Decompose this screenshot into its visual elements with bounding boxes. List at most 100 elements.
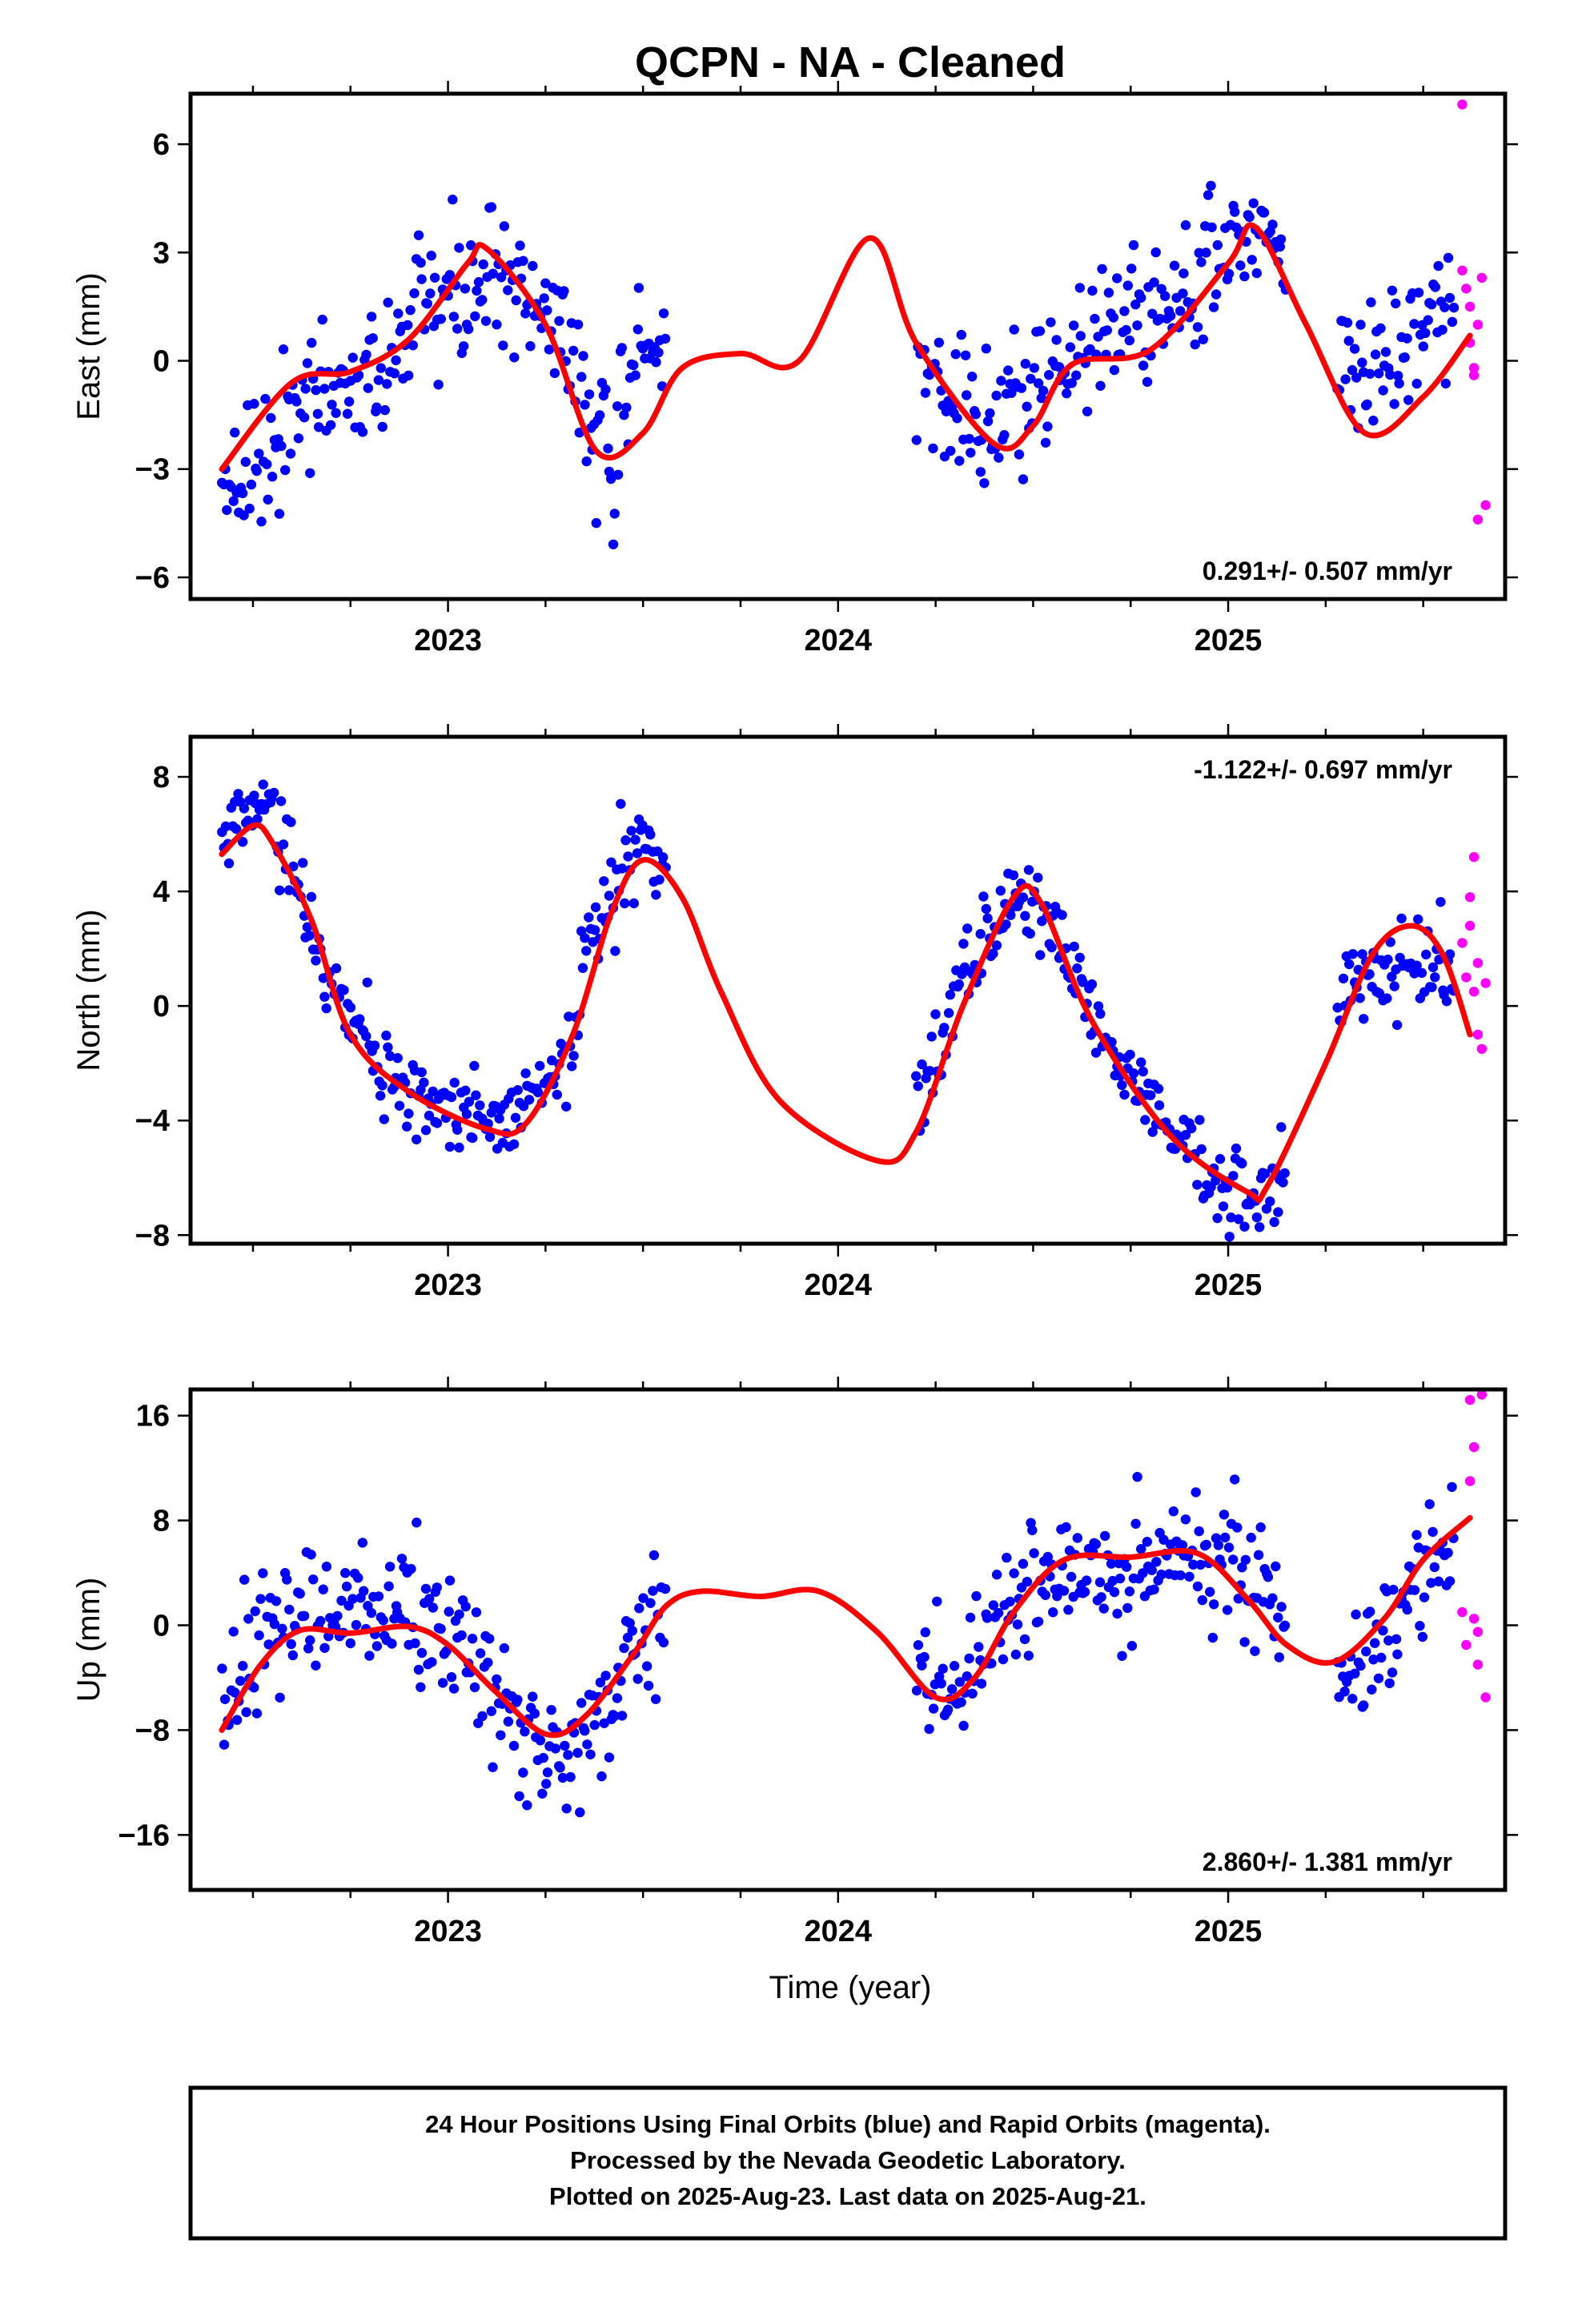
up-final-point <box>427 1657 437 1667</box>
up-final-point <box>406 1563 416 1574</box>
up-final-point <box>645 1598 656 1608</box>
up-final-point <box>1019 1634 1030 1645</box>
up-final-point <box>1106 1558 1117 1569</box>
east-final-point <box>967 372 978 382</box>
up-final-point <box>1197 1594 1208 1606</box>
north-final-point <box>1035 950 1046 960</box>
up-final-point <box>1415 1621 1425 1631</box>
east-final-point <box>1437 324 1447 335</box>
up-final-point <box>364 1651 375 1661</box>
up-final-point <box>319 1642 330 1653</box>
east-final-point <box>408 340 418 351</box>
up-final-point <box>460 1601 471 1612</box>
north-final-point <box>404 1108 414 1119</box>
east-final-point <box>1378 385 1388 396</box>
north-final-point <box>982 913 993 923</box>
up-final-point <box>413 1664 424 1675</box>
up-final-point <box>1378 1625 1388 1636</box>
up-final-point <box>444 1606 454 1617</box>
up-final-point <box>1121 1562 1132 1572</box>
up-final-point <box>557 1772 568 1783</box>
north-rapid-point <box>1464 920 1476 931</box>
east-rapid-point <box>1461 283 1472 294</box>
up-final-point <box>1100 1530 1110 1542</box>
east-final-point <box>946 445 956 456</box>
up-final-point <box>1191 1487 1201 1498</box>
up-final-point <box>219 1694 231 1704</box>
east-final-point <box>472 285 482 296</box>
up-final-point <box>432 1582 442 1593</box>
east-final-point <box>633 283 644 293</box>
east-y-tick-label: 0 <box>153 345 170 379</box>
north-final-point <box>1259 1168 1271 1179</box>
up-final-point <box>920 1627 931 1638</box>
north-final-point <box>651 890 661 900</box>
up-data-layer <box>217 1389 1491 1818</box>
up-final-point <box>616 1711 628 1721</box>
north-y-tick-label: 0 <box>153 990 170 1023</box>
north-final-point <box>1355 993 1365 1003</box>
north-final-point <box>1018 892 1029 903</box>
north-final-point <box>444 1141 456 1152</box>
north-final-point <box>658 852 669 862</box>
east-final-point <box>1212 239 1223 251</box>
north-y-tick-label: −4 <box>135 1104 170 1138</box>
east-final-point <box>1090 313 1100 324</box>
up-final-point <box>486 1706 496 1716</box>
north-final-point <box>610 946 620 956</box>
east-final-point <box>653 348 664 358</box>
north-data-layer <box>217 779 1491 1242</box>
up-final-point <box>492 1674 502 1685</box>
north-final-point <box>1119 1089 1130 1100</box>
up-final-point <box>1010 1649 1022 1660</box>
east-final-point <box>403 320 413 331</box>
east-rapid-point <box>1468 370 1480 380</box>
east-final-point <box>1108 312 1119 323</box>
north-final-point <box>606 857 616 868</box>
north-rapid-point <box>1476 1043 1488 1055</box>
caption-line-3: Plotted on 2025-Aug-23. Last data on 202… <box>549 2182 1146 2210</box>
east-final-point <box>658 308 669 319</box>
north-final-point <box>1383 955 1393 965</box>
east-final-point <box>1014 449 1025 460</box>
east-final-point <box>342 408 353 419</box>
up-rapid-point <box>1468 1614 1480 1624</box>
north-final-point <box>1154 1100 1165 1111</box>
north-final-point <box>385 1051 396 1061</box>
east-final-point <box>1368 416 1379 426</box>
north-final-point <box>567 1061 577 1072</box>
north-final-point <box>377 1080 387 1091</box>
east-final-point <box>460 283 471 294</box>
east-rate-label: 0.291+/- 0.507 mm/yr <box>1203 557 1452 585</box>
up-final-point <box>387 1638 397 1649</box>
north-final-point <box>995 886 1006 896</box>
up-final-point <box>1276 1602 1287 1612</box>
east-final-point <box>605 473 616 485</box>
up-final-point <box>1117 1651 1127 1661</box>
up-final-point <box>514 1791 524 1802</box>
east-plot-frame <box>188 91 1508 601</box>
east-rapid-point <box>1480 500 1491 510</box>
up-final-point <box>946 1684 958 1695</box>
north-final-point <box>1224 1232 1235 1242</box>
east-final-point <box>371 402 382 412</box>
up-final-point <box>1109 1586 1120 1598</box>
up-final-point <box>241 1707 251 1718</box>
east-final-point <box>422 299 432 309</box>
up-final-point <box>538 1752 548 1763</box>
east-final-point <box>1075 331 1086 341</box>
up-final-point <box>306 1550 316 1560</box>
east-final-point <box>1447 316 1458 328</box>
up-final-point <box>1058 1586 1070 1596</box>
up-final-point <box>357 1538 367 1548</box>
up-final-point <box>582 1739 592 1750</box>
north-final-point <box>1251 1212 1263 1223</box>
up-final-point <box>238 1661 248 1671</box>
east-rapid-point <box>1457 265 1468 275</box>
north-final-point <box>1086 979 1098 990</box>
up-final-point <box>1355 1660 1366 1671</box>
up-final-point <box>632 1674 643 1684</box>
up-final-point <box>1151 1557 1162 1567</box>
up-final-point <box>345 1638 355 1649</box>
north-final-point <box>1387 971 1397 982</box>
